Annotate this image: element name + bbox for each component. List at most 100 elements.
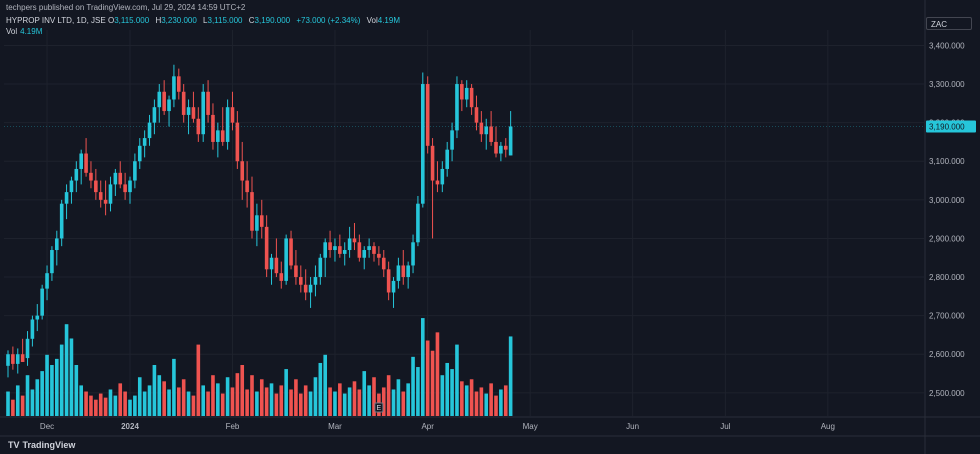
candle-body: [489, 126, 493, 142]
candle-body: [137, 145, 142, 162]
candle-body: [416, 203, 420, 243]
x-tick-label: Jun: [626, 422, 639, 431]
volume-bar: [255, 391, 259, 416]
candle-body: [216, 130, 220, 142]
candle-body: [191, 107, 196, 119]
candle-body: [250, 192, 254, 231]
volume-bar: [469, 379, 474, 416]
candle-body: [20, 354, 25, 362]
candle-body: [25, 338, 30, 359]
candle-body: [6, 354, 10, 366]
volume-bar: [45, 354, 49, 416]
candle-body: [40, 288, 44, 316]
tradingview-logo[interactable]: TV TradingView: [8, 440, 75, 450]
volume-bar: [416, 367, 420, 416]
candle-body: [455, 84, 459, 131]
volume-bar: [401, 391, 406, 416]
volume-inline-label: Vol: [366, 16, 378, 25]
volume-bar: [113, 395, 118, 416]
volume-bar: [386, 375, 391, 416]
candle-body: [15, 354, 20, 364]
candle-body: [279, 273, 284, 281]
currency-badge[interactable]: ZAC: [926, 17, 972, 30]
candle-body: [381, 257, 386, 270]
candle-body: [333, 246, 337, 251]
candle-body: [396, 265, 401, 281]
volume-bar: [396, 379, 401, 416]
low-label: L: [203, 16, 208, 25]
volume-bar: [133, 395, 137, 416]
ohlc-legend: HYPROP INV LTD, 1D, JSE O3,115.000 H3,23…: [6, 16, 404, 25]
volume-bar: [103, 397, 108, 416]
volume-bar: [460, 381, 464, 416]
volume-bar: [157, 375, 162, 416]
x-tick-label: Mar: [328, 422, 342, 431]
volume-bar: [162, 381, 166, 416]
x-tick-label: Dec: [40, 422, 54, 431]
y-tick-label: 2,900.000: [929, 234, 965, 243]
volume-bar: [89, 395, 93, 416]
volume-bar: [318, 362, 323, 416]
candle-body: [74, 168, 79, 181]
volume-bar: [289, 389, 293, 416]
symbol-name[interactable]: HYPROP INV LTD, 1D, JSE: [6, 16, 106, 25]
candle-body: [64, 192, 69, 204]
y-tick-label: 3,100.000: [929, 157, 965, 166]
candle-body: [347, 238, 352, 251]
candle-body: [69, 180, 74, 193]
volume-bar: [503, 385, 508, 416]
close-label: C: [248, 16, 255, 25]
volume-bar: [128, 399, 132, 416]
candle-body: [308, 284, 313, 293]
publisher-caption: techpers published on TradingView.com, J…: [6, 3, 246, 12]
candle-body: [342, 250, 347, 254]
volume-bar: [216, 383, 220, 416]
candle-body: [186, 107, 191, 115]
candle-body: [474, 107, 479, 123]
volume-bar: [201, 385, 205, 416]
volume-bar: [225, 377, 230, 416]
change-value: +73.000 (+2.34%): [296, 16, 361, 25]
candle-body: [401, 265, 406, 278]
volume-bar: [167, 389, 171, 416]
candle-body: [460, 84, 464, 100]
candle-body: [289, 238, 293, 266]
volume-bar: [323, 354, 327, 416]
candle-body: [318, 257, 323, 278]
candle-body: [113, 172, 118, 185]
candle-body: [362, 250, 367, 258]
candle-body: [172, 76, 176, 100]
volume-inline-value: 4.19M: [377, 16, 400, 25]
volume-bar: [50, 365, 54, 416]
candle-body: [274, 257, 279, 274]
volume-bar: [79, 385, 83, 416]
high-value: 3,230.000: [161, 16, 197, 25]
volume-bar: [11, 399, 15, 416]
volume-bar: [15, 385, 20, 416]
candle-body: [50, 250, 54, 274]
volume-bar: [464, 385, 469, 416]
volume-bar: [342, 393, 347, 416]
volume-bar: [191, 395, 196, 416]
volume-bar: [313, 377, 318, 416]
volume-bar: [69, 338, 74, 416]
volume-bar: [152, 365, 157, 416]
candle-body: [284, 238, 288, 281]
volume-bar: [74, 365, 79, 416]
candle-body: [142, 138, 147, 146]
volume-bar: [84, 391, 88, 416]
volume-bar: [406, 383, 410, 416]
volume-bar: [40, 371, 44, 416]
candle-body: [259, 215, 264, 227]
volume-bar: [381, 387, 386, 416]
candle-body: [59, 203, 64, 239]
candle-body: [508, 126, 513, 156]
candle-body: [421, 84, 425, 204]
y-tick-label: 3,400.000: [929, 41, 965, 50]
volume-bar: [421, 318, 425, 416]
candle-body: [162, 91, 166, 112]
volume-bar: [328, 387, 332, 416]
volume-bar: [30, 389, 35, 416]
volume-bar: [338, 383, 342, 416]
